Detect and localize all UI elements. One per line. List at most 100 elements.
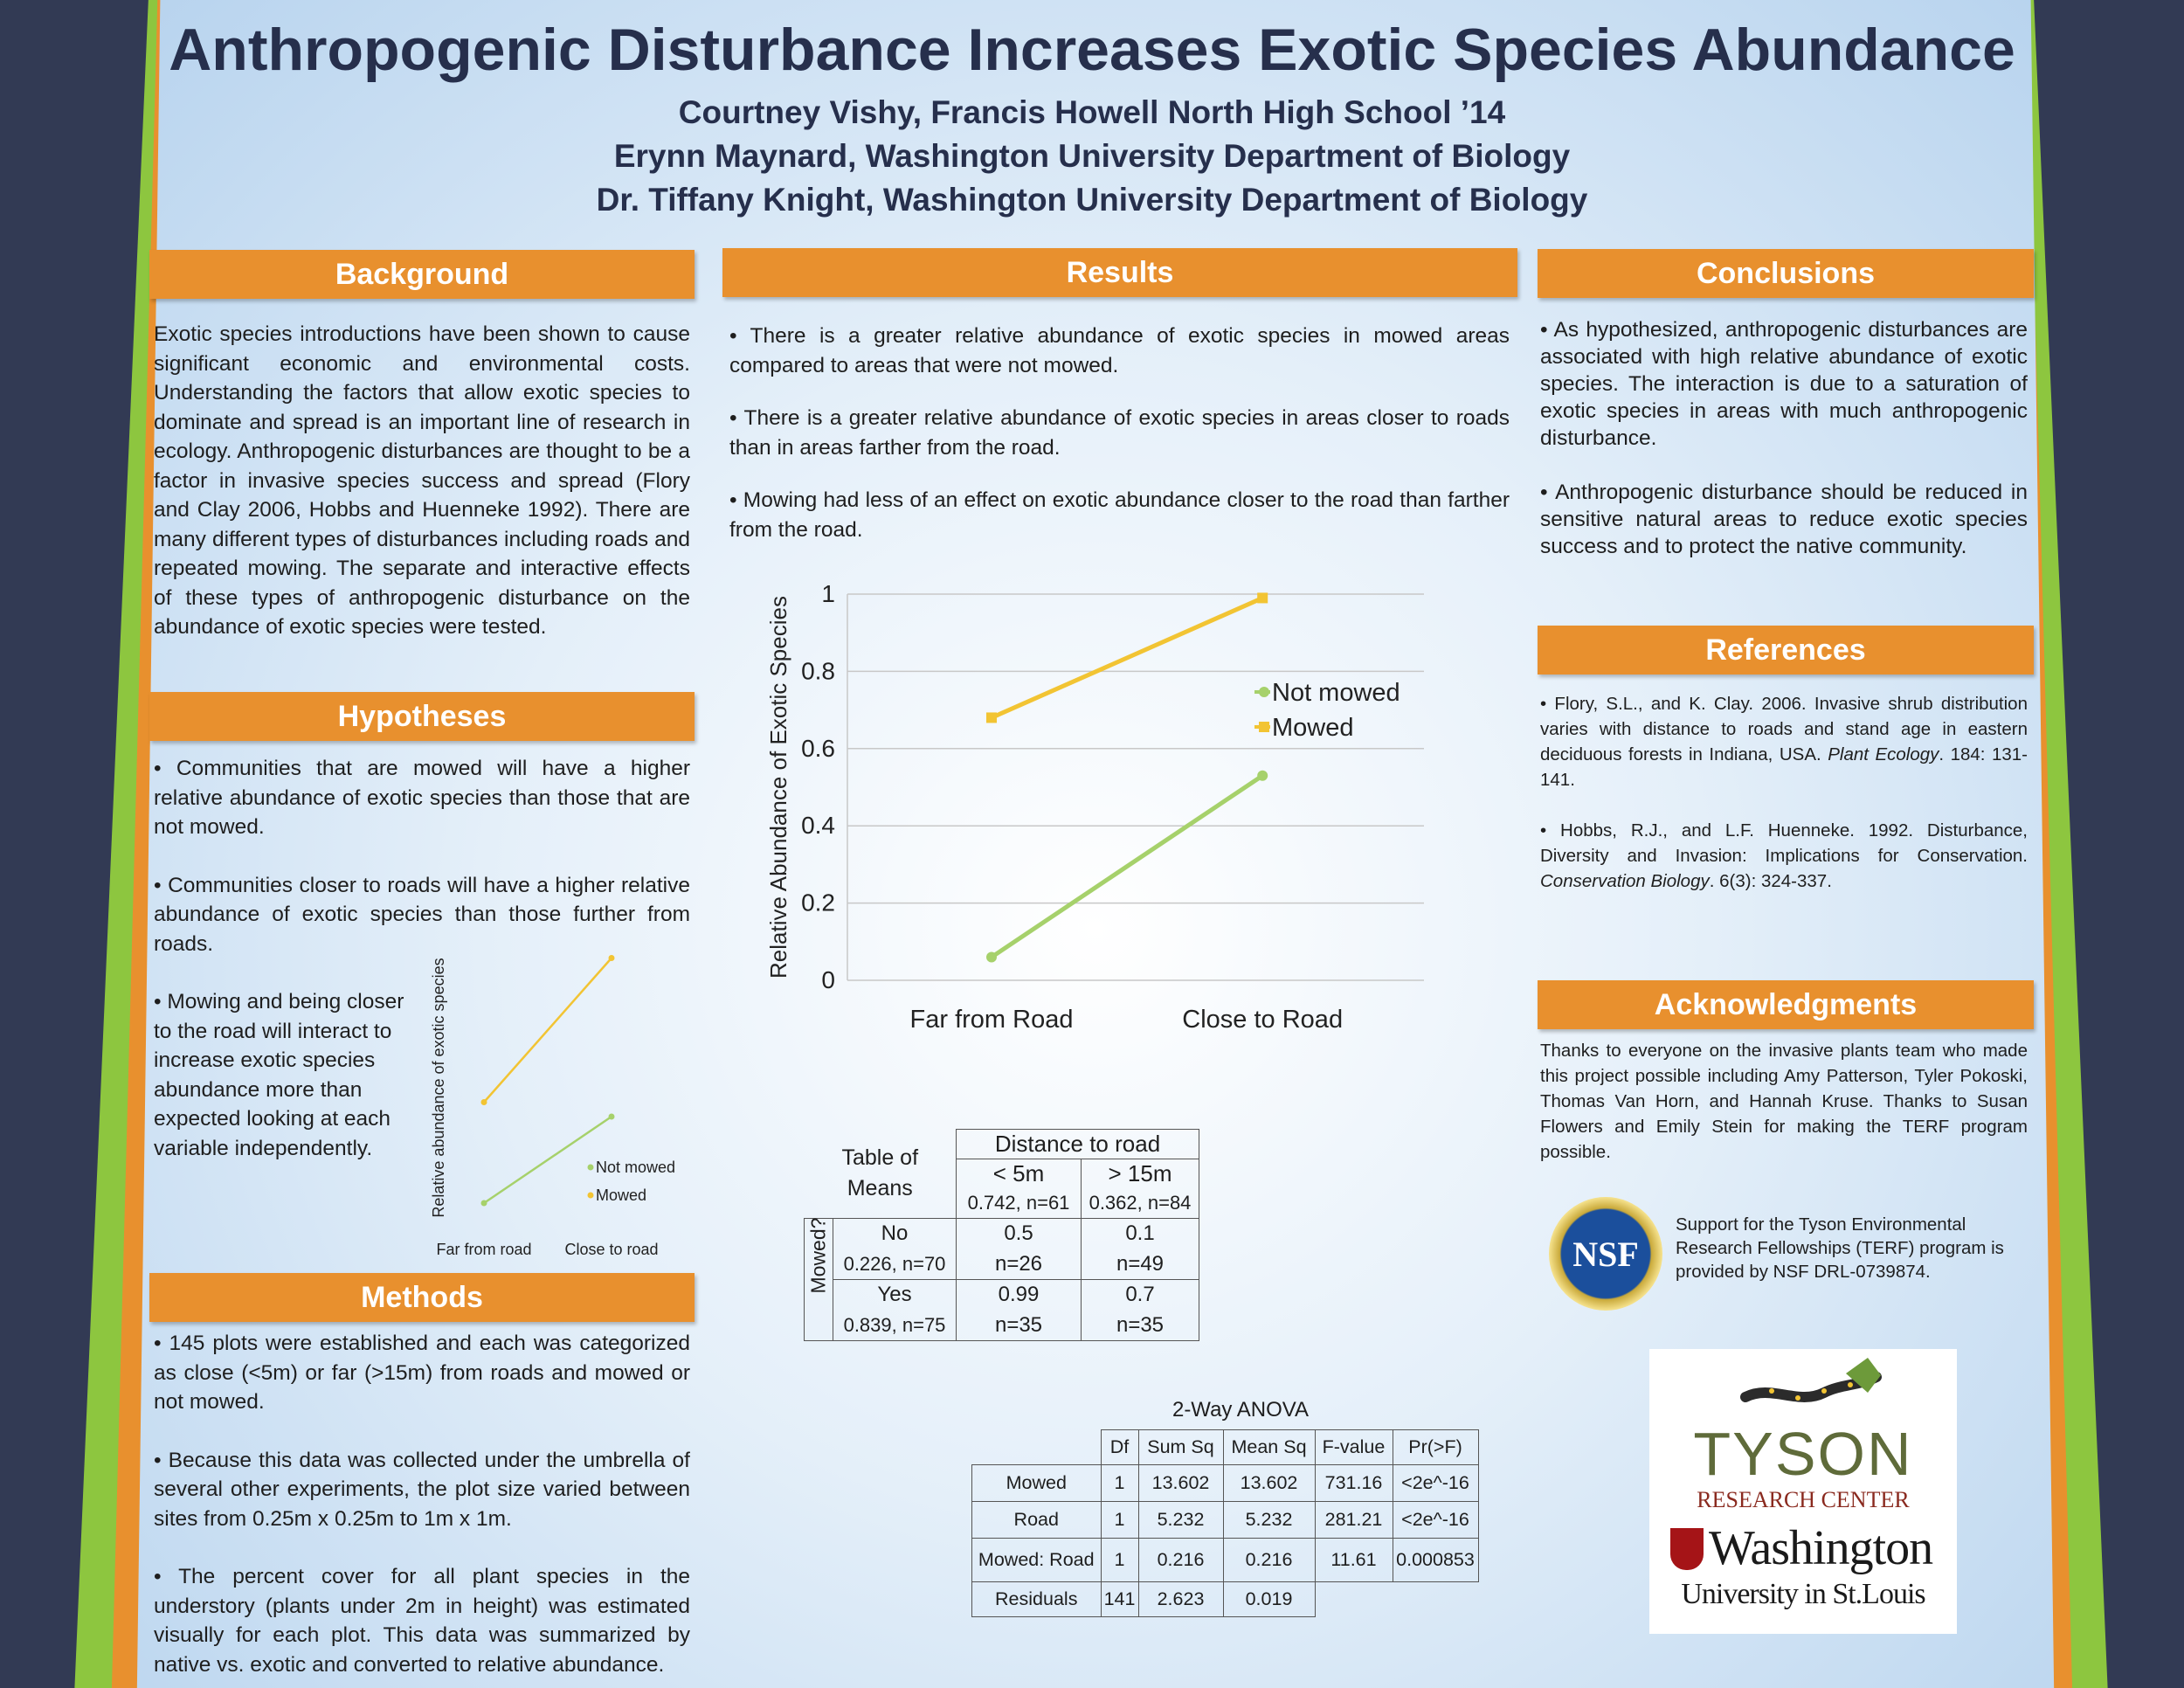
cell-no-far-n: n=49 (1081, 1249, 1199, 1280)
distance-header: Distance to road (956, 1129, 1199, 1159)
row-mean-no: 0.226, n=70 (833, 1249, 957, 1280)
reference-item: • Flory, S.L., and K. Clay. 2006. Invasi… (1540, 691, 2028, 792)
nsf-logo-text: NSF (1572, 1235, 1639, 1274)
references-text: • Flory, S.L., and K. Clay. 2006. Invasi… (1540, 691, 2028, 894)
methods-text: • 145 plots were established and each wa… (154, 1329, 690, 1679)
method-item: • 145 plots were established and each wa… (154, 1332, 690, 1414)
anova-header: Pr(>F) (1392, 1429, 1479, 1465)
anova-title: 2-Way ANOVA (1171, 1398, 1310, 1422)
conclusions-text: • As hypothesized, anthropogenic disturb… (1540, 316, 2028, 560)
col-label-far: > 15m (1081, 1159, 1199, 1189)
background-paragraph: Exotic species introductions have been s… (154, 322, 690, 639)
methods-heading: Methods (149, 1273, 695, 1322)
anova-cell: Mowed (971, 1464, 1102, 1502)
anova-cell: 5.232 (1222, 1501, 1316, 1539)
acknowledgments-paragraph: Thanks to everyone on the invasive plant… (1540, 1041, 2028, 1162)
anova-cell: 731.16 (1314, 1464, 1393, 1502)
x-tick-label: Far from road (436, 1241, 531, 1258)
result-item: • There is a greater relative abundance … (729, 406, 1510, 460)
reference-citation: • Flory, S.L., and K. Clay. 2006. Invasi… (1540, 694, 2028, 764)
series-line-mowed (990, 596, 1264, 720)
anova-cell: 0.216 (1222, 1538, 1316, 1582)
hypothesis-interaction: • Mowing and being closer to the road wi… (154, 987, 416, 1163)
author-line-3: Dr. Tiffany Knight, Washington Universit… (596, 182, 1588, 218)
washu-logo-subtext: University in St.Louis (1681, 1578, 1925, 1610)
reference-volume: . 184: 131-141. (1540, 744, 2028, 790)
data-point (480, 1200, 487, 1207)
reference-citation: • Hobbs, R.J., and L.F. Huenneke. 1992. … (1540, 820, 2028, 866)
y-tick-label: 0 (821, 966, 835, 993)
data-point-not-mowed (1257, 770, 1268, 781)
acknowledgments-heading: Acknowledgments (1538, 980, 2034, 1029)
means-table-corner-line: Table of (841, 1145, 919, 1171)
mowed-axis-text: Mowed? (806, 1217, 830, 1294)
x-tick-label: Close to Road (1182, 1006, 1343, 1034)
results-text: • There is a greater relative abundance … (729, 322, 1510, 544)
legend-label: Mowed (1272, 714, 1354, 742)
washu-shield-icon (1670, 1528, 1704, 1570)
anova-cell: 11.61 (1314, 1538, 1393, 1582)
anova-header: Mean Sq (1222, 1429, 1316, 1465)
background-heading: Background (149, 250, 695, 299)
method-item: • The percent cover for all plant specie… (154, 1565, 690, 1677)
anova-cell: 141 (1100, 1581, 1139, 1617)
anova-cell: Mowed: Road (971, 1538, 1102, 1582)
hypothesis-chart: Relative abundance of exotic species Far … (430, 955, 675, 1258)
col-label-close: < 5m (956, 1159, 1082, 1189)
y-axis-label: Relative abundance of exotic species (430, 958, 447, 1217)
author-line-2: Erynn Maynard, Washington University Dep… (613, 138, 1571, 174)
background-text: Exotic species introductions have been s… (154, 320, 690, 642)
row-axis-label: Mowed? (804, 1217, 833, 1341)
results-chart: 0 0.2 0.4 0.6 0.8 1 Far from Road Close to Road… (765, 580, 1424, 1034)
legend-label: Mowed (596, 1186, 646, 1204)
data-point-mowed (1257, 592, 1268, 604)
row-label-yes: Yes (833, 1279, 957, 1311)
anova-cell (1393, 1582, 1478, 1617)
x-tick-label: Far from Road (910, 1006, 1074, 1034)
hypothesis-item: • Mowing and being closer to the road wi… (154, 990, 404, 1160)
legend-marker (1259, 722, 1269, 732)
y-tick-label: 0.2 (801, 889, 835, 917)
cell-no-far-mean: 0.1 (1081, 1218, 1199, 1249)
anova-cell (1315, 1582, 1393, 1617)
poster-title: Anthropogenic Disturbance Increases Exot… (169, 17, 2015, 83)
means-table: Table of Means Distance to road < 5m > 15… (804, 1129, 1199, 1341)
y-tick-label: 1 (821, 580, 835, 607)
cell-yes-close-n: n=35 (956, 1310, 1082, 1341)
y-axis-label: Relative Abundance of Exotic Species (765, 596, 791, 979)
data-point (608, 955, 615, 961)
conclusion-item: • Anthropogenic disturbance should be re… (1540, 481, 2028, 558)
anova-header: F-value (1314, 1429, 1393, 1465)
legend-marker (587, 1164, 594, 1171)
nsf-support-text: Support for the Tyson Environmental Rese… (1676, 1214, 2004, 1282)
series-line-mowed (483, 957, 612, 1103)
anova-cell: 13.602 (1137, 1464, 1224, 1502)
reference-journal: Conservation Biology (1540, 871, 1710, 891)
author-line-1: Courtney Vishy, Francis Howell North Hig… (678, 94, 1506, 130)
anova-cell: <2e^-16 (1392, 1501, 1479, 1539)
anova-cell: 1 (1100, 1538, 1139, 1582)
nsf-logo-icon: NSF (1549, 1197, 1662, 1311)
tyson-logo-text: TYSON (1693, 1420, 1913, 1488)
reference-journal: Plant Ecology (1828, 744, 1939, 764)
hypothesis-item: • Communities closer to roads will have … (154, 873, 690, 956)
cell-no-close-mean: 0.5 (956, 1218, 1082, 1249)
conclusion-item: • As hypothesized, anthropogenic disturb… (1540, 318, 2028, 450)
series-line-not-mowed (990, 773, 1264, 959)
cell-yes-far-mean: 0.7 (1081, 1279, 1199, 1311)
hypothesis-item: • Communities that are mowed will have a… (154, 757, 690, 839)
salamander-icon (1740, 1358, 1882, 1402)
reference-item: • Hobbs, R.J., and L.F. Huenneke. 1992. … (1540, 818, 2028, 894)
data-point-mowed (986, 712, 997, 723)
y-tick-label: 0.8 (801, 657, 835, 684)
anova-cell: Road (971, 1501, 1102, 1539)
x-tick-label: Close to road (564, 1241, 658, 1258)
reference-volume: . 6(3): 324-337. (1709, 871, 1832, 891)
legend-marker (1259, 687, 1269, 697)
anova-header: Df (1100, 1429, 1139, 1465)
row-mean-yes: 0.839, n=75 (833, 1310, 957, 1341)
method-item: • Because this data was collected under … (154, 1448, 690, 1531)
data-point-not-mowed (986, 951, 997, 963)
results-heading: Results (722, 248, 1517, 297)
legend-marker (587, 1192, 594, 1199)
